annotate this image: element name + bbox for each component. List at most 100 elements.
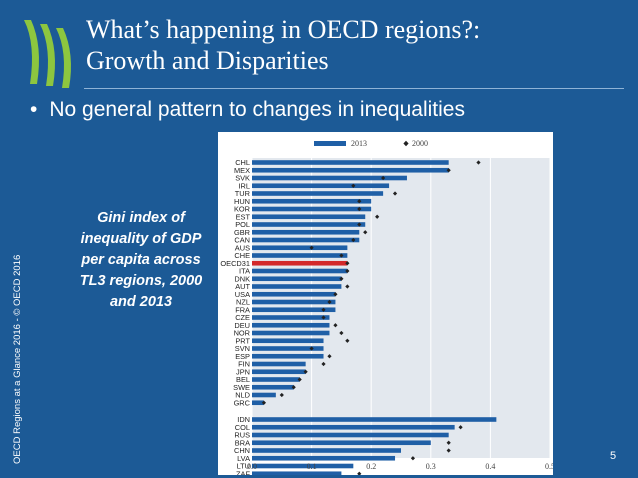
marker-2000 xyxy=(357,471,362,475)
bar-2013 xyxy=(252,463,354,469)
category-label: NLD xyxy=(235,391,250,400)
category-label: POL xyxy=(235,220,250,229)
marker-2000 xyxy=(327,354,332,359)
marker-2000 xyxy=(351,183,356,188)
category-label: FIN xyxy=(238,360,250,369)
x-tick-label: 0.3 xyxy=(426,462,436,471)
gini-chart: CHL MEX SVK IRL TUR HUN KOR EST POL GBR CAN AUS CHE O… xyxy=(218,132,553,475)
bar-2013 xyxy=(252,276,342,282)
x-tick-label: 0.2 xyxy=(366,462,376,471)
bar-2013 xyxy=(252,222,366,227)
bar-2013 xyxy=(252,455,396,461)
legend-swatch-2013 xyxy=(314,141,346,146)
category-label: CHE xyxy=(234,251,250,260)
bar-2013 xyxy=(252,369,306,375)
category-label: COL xyxy=(235,423,250,432)
category-label: IRL xyxy=(238,181,250,190)
x-tick-label: 0.4 xyxy=(485,462,495,471)
category-label: FRA xyxy=(235,305,250,314)
bar-2013 xyxy=(252,160,449,165)
page-title: What’s happening in OECD regions?: Growt… xyxy=(86,14,626,76)
title-line-2: Growth and Disparities xyxy=(86,46,329,75)
category-label: USA xyxy=(235,290,250,299)
bar-2013 xyxy=(252,322,330,328)
bar-2013 xyxy=(252,392,276,398)
marker-2000 xyxy=(321,315,326,320)
marker-2000 xyxy=(339,276,344,281)
category-label: CHL xyxy=(235,158,250,167)
bar-2013 xyxy=(252,377,300,382)
category-label: KOR xyxy=(234,205,250,214)
category-label: MEX xyxy=(234,166,250,175)
bar-2013 xyxy=(252,346,324,351)
bar-2013 xyxy=(252,214,366,220)
bar-2013 xyxy=(252,206,372,212)
bar-2013 xyxy=(252,417,497,422)
category-label: RUS xyxy=(234,431,250,440)
marker-2000 xyxy=(357,206,362,212)
category-label: TUR xyxy=(235,189,250,198)
marker-2000 xyxy=(357,199,362,204)
category-label: GBR xyxy=(234,228,250,237)
x-tick-label: 0.1 xyxy=(307,462,317,471)
category-label: GRC xyxy=(234,398,251,407)
category-label: NOR xyxy=(234,329,250,338)
title-line-1: What’s happening in OECD regions?: xyxy=(86,15,481,44)
bar-2013 xyxy=(252,175,407,181)
category-label: AUS xyxy=(235,243,250,252)
side-caption: Gini index of inequality of GDP per capi… xyxy=(56,208,226,313)
bar-2013 xyxy=(252,253,348,258)
bullet-point: • No general pattern to changes in inequa… xyxy=(30,98,465,122)
marker-2000 xyxy=(303,369,308,374)
bullet-dot-icon: • xyxy=(30,98,38,121)
category-label: ZAF xyxy=(236,469,250,475)
marker-2000 xyxy=(381,175,386,181)
bar-2013 xyxy=(252,432,449,438)
bar-2013 xyxy=(252,330,330,336)
bar-2013 xyxy=(252,315,330,320)
bar-2013 xyxy=(252,471,342,475)
bar-2013 xyxy=(252,167,449,173)
marker-2000 xyxy=(297,377,302,382)
category-label: BRA xyxy=(235,438,250,447)
marker-2000 xyxy=(327,299,332,305)
marker-2000 xyxy=(321,361,326,367)
category-label: SWE xyxy=(233,383,250,392)
oecd-logo xyxy=(24,20,71,88)
bar-2013 xyxy=(252,198,372,204)
bar-2013 xyxy=(252,245,348,251)
category-label: ESP xyxy=(235,352,250,361)
bar-2013 xyxy=(252,183,390,189)
bar-2013 xyxy=(252,284,342,289)
side-caption-line: TL3 regions, 2000 xyxy=(79,273,203,289)
bar-2013 xyxy=(252,260,348,266)
bar-2013 xyxy=(252,424,455,430)
marker-2000 xyxy=(357,222,362,227)
bar-2013 xyxy=(252,448,401,453)
category-label: CHN xyxy=(234,446,250,455)
category-label: DEU xyxy=(234,321,250,330)
marker-2000 xyxy=(363,230,368,235)
bar-2013 xyxy=(252,338,324,344)
bar-2013 xyxy=(252,384,294,390)
bar-2013 xyxy=(252,268,348,274)
category-label: IDN xyxy=(237,415,250,424)
marker-2000 xyxy=(279,392,284,398)
category-label: CZE xyxy=(235,313,250,322)
marker-2000 xyxy=(476,160,481,165)
category-label: LTU xyxy=(237,462,250,471)
bar-2013 xyxy=(252,191,384,196)
side-caption-line: inequality of GDP xyxy=(80,231,202,247)
title-divider xyxy=(84,88,624,89)
marker-2000 xyxy=(345,338,350,343)
marker-2000 xyxy=(345,268,350,274)
bar-2013 xyxy=(252,400,264,406)
legend-marker-2000 xyxy=(403,140,409,147)
x-tick-label: 0.5 xyxy=(545,462,553,471)
bar-2013 xyxy=(252,353,324,359)
marker-2000 xyxy=(339,330,344,336)
category-label: EST xyxy=(236,212,251,221)
page-number: 5 xyxy=(610,450,617,462)
side-caption-line: per capita across xyxy=(81,252,201,268)
marker-2000 xyxy=(446,168,451,173)
